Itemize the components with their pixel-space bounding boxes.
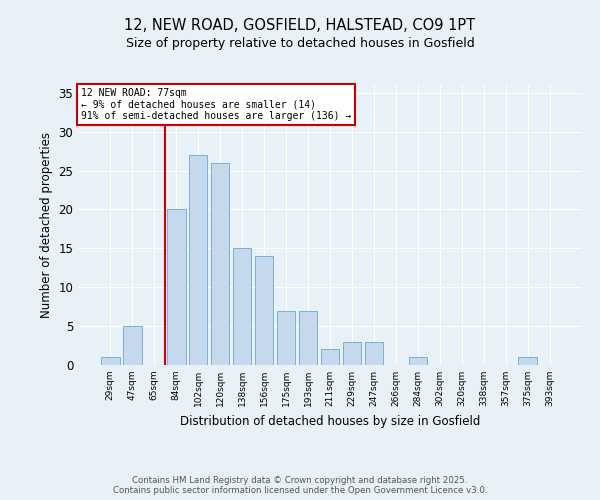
Y-axis label: Number of detached properties: Number of detached properties	[40, 132, 53, 318]
X-axis label: Distribution of detached houses by size in Gosfield: Distribution of detached houses by size …	[180, 414, 480, 428]
Text: Size of property relative to detached houses in Gosfield: Size of property relative to detached ho…	[125, 38, 475, 51]
Text: Contains HM Land Registry data © Crown copyright and database right 2025.
Contai: Contains HM Land Registry data © Crown c…	[113, 476, 487, 495]
Bar	[299, 310, 317, 365]
Bar	[167, 210, 185, 365]
Bar	[101, 357, 119, 365]
Text: 12 NEW ROAD: 77sqm
← 9% of detached houses are smaller (14)
91% of semi-detached: 12 NEW ROAD: 77sqm ← 9% of detached hous…	[80, 88, 351, 121]
Bar	[409, 357, 427, 365]
Bar	[320, 350, 340, 365]
Bar	[233, 248, 251, 365]
Bar	[255, 256, 274, 365]
Bar	[518, 357, 537, 365]
Bar	[277, 310, 295, 365]
Bar	[343, 342, 361, 365]
Bar	[365, 342, 383, 365]
Bar	[123, 326, 142, 365]
Bar	[211, 163, 229, 365]
Bar	[189, 155, 208, 365]
Text: 12, NEW ROAD, GOSFIELD, HALSTEAD, CO9 1PT: 12, NEW ROAD, GOSFIELD, HALSTEAD, CO9 1P…	[124, 18, 476, 32]
